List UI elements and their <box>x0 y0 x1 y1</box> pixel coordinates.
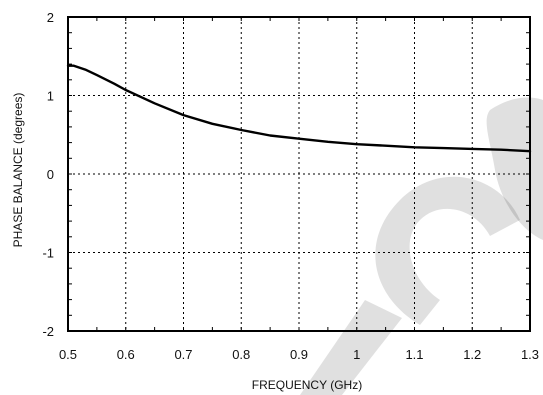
x-tick-label-2: 0.7 <box>174 347 192 362</box>
series-line-phase-balance <box>66 64 532 153</box>
watermark-stroke-c <box>375 176 520 325</box>
x-tick-label-3: 0.8 <box>232 347 250 362</box>
y-tick-label-1: -1 <box>42 246 54 261</box>
watermark <box>300 97 543 395</box>
grid <box>68 17 530 331</box>
watermark-stroke-o <box>486 97 543 240</box>
plot-frame <box>67 16 531 332</box>
x-tick-labels: 0.5 0.6 0.7 0.8 0.9 1 1.1 1.2 1.3 <box>59 347 539 362</box>
x-tick-label-0: 0.5 <box>59 347 77 362</box>
x-tick-label-4: 0.9 <box>290 347 308 362</box>
y-tick-label-0: -2 <box>42 324 54 339</box>
x-tick-label-1: 0.6 <box>117 347 135 362</box>
y-tick-label-2: 0 <box>47 167 54 182</box>
x-tick-label-5: 1 <box>353 347 360 362</box>
watermark-stroke-s <box>300 300 402 395</box>
x-axis-title: FREQUENCY (GHz) <box>252 378 362 392</box>
y-tick-label-3: 1 <box>47 89 54 104</box>
x-tick-label-7: 1.2 <box>463 347 481 362</box>
y-tick-label-4: 2 <box>47 10 54 25</box>
x-tick-label-8: 1.3 <box>521 347 539 362</box>
y-tick-labels: -2 -1 0 1 2 <box>42 10 54 339</box>
x-tick-label-6: 1.1 <box>405 347 423 362</box>
y-axis-title: PHASE BALANCE (degrees) <box>11 93 25 248</box>
